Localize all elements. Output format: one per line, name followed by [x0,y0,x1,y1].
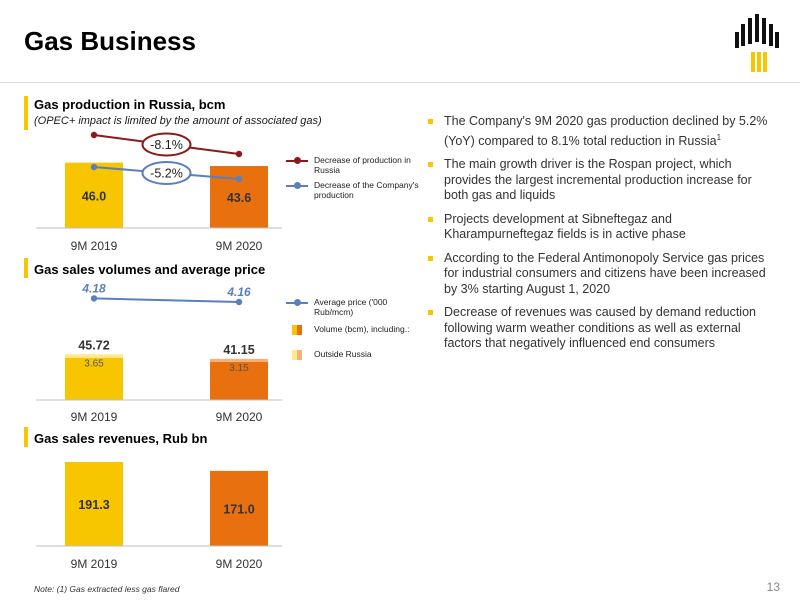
legend-dot-price [294,299,301,306]
production-annotation-ellipse-1 [141,161,192,185]
commentary-text: The main growth driver is the Rospan pro… [444,157,752,203]
price-line [93,297,240,303]
gas-revenues-title: Gas sales revenues, Rub bn [34,431,208,446]
commentary-item: The Company's 9M 2020 gas production dec… [428,114,778,149]
price-point-0 [90,295,98,302]
production-annotation-label-1: -5.2% [150,167,183,181]
legend-swatch-outside [292,350,302,360]
legend-dot-company [294,182,301,189]
bullet-marker [428,162,433,168]
gas-production-title: Gas production in Russia, bcm [34,97,226,112]
production-category-label-1: 9M 2020 [216,239,263,253]
commentary-item: The main growth driver is the Rospan pro… [428,157,778,204]
production-trend-point-1-0 [90,163,98,171]
revenue-bar-0 [65,462,123,546]
title-divider [0,82,800,83]
production-trend-point-0-0 [90,131,98,139]
commentary-item: Decrease of revenues was caused by deman… [428,305,778,352]
sales-outside-label-0: 3.65 [84,358,104,369]
sales-volume-label-0: 45.72 [78,338,109,352]
bullet-marker [428,119,433,124]
sales-category-label-0: 9M 2019 [71,410,118,424]
legend-label-volume: Volume (bcm), including.: [314,324,410,334]
price-point-1 [235,298,243,306]
revenue-bar-1 [210,470,268,546]
sales-volume-bar-0 [65,357,123,400]
sales-volume-bar-1 [210,362,268,400]
revenue-bar-value-0: 191.3 [78,498,109,512]
gas-production-subtitle: (OPEC+ impact is limited by the amount o… [34,115,322,127]
gas-sales-volumes-title: Gas sales volumes and average price [34,262,266,277]
legend-swatch-volume [292,325,302,335]
commentary-text: Projects development at Sibneftegaz and … [444,211,686,242]
legend-label-outside: Outside Russia [314,349,372,359]
commentary-item: According to the Federal Antimonopoly Se… [428,251,778,298]
commentary-text: Decrease of revenues was caused by deman… [444,305,756,351]
revenue-bar-value-1: 171.0 [223,502,254,516]
production-trend-point-1-1 [235,175,243,183]
commentary-text: The Company's 9M 2020 gas production dec… [444,114,768,148]
footnote-ref: 1 [716,132,722,142]
legend-label-price: Average price ('000 Rub/mcm) [314,297,388,317]
revenue-category-label-0: 9M 2019 [71,557,118,571]
commentary-text: According to the Federal Antimonopoly Se… [444,250,766,296]
page-title: Gas Business [24,26,196,56]
bullet-marker [428,216,433,222]
production-category-label-0: 9M 2019 [71,239,118,253]
section-marker [24,96,28,130]
commentary-list: The Company's 9M 2020 gas production dec… [428,114,778,360]
production-trend-point-0-1 [235,150,243,158]
production-bar-0 [65,162,123,228]
footnote: Note: (1) Gas extracted less gas flared [34,584,180,594]
production-bar-value-0: 46.0 [82,189,106,203]
production-annotation-ellipse-0 [141,132,192,157]
bullet-marker [428,310,433,316]
page-number: 13 [766,580,780,594]
revenue-category-label-1: 9M 2020 [216,557,263,571]
section-marker [24,258,28,278]
sales-outside-label-1: 3.15 [229,363,249,374]
production-annotation-label-0: -8.1% [150,138,183,152]
legend-label-russia: Decrease of production in Russia [314,155,411,175]
production-bar-value-1: 43.6 [227,191,251,205]
company-logo-icon [735,14,779,72]
price-label-1: 4.16 [226,285,251,299]
commentary-item: Projects development at Sibneftegaz and … [428,212,778,243]
section-marker [24,427,28,447]
legend-dot-russia [294,157,301,164]
sales-category-label-1: 9M 2020 [216,410,263,424]
sales-volume-label-1: 41.15 [223,343,254,357]
price-label-0: 4.18 [81,281,106,295]
bullet-marker [428,255,433,261]
legend-label-company: Decrease of the Company's production [314,180,419,200]
